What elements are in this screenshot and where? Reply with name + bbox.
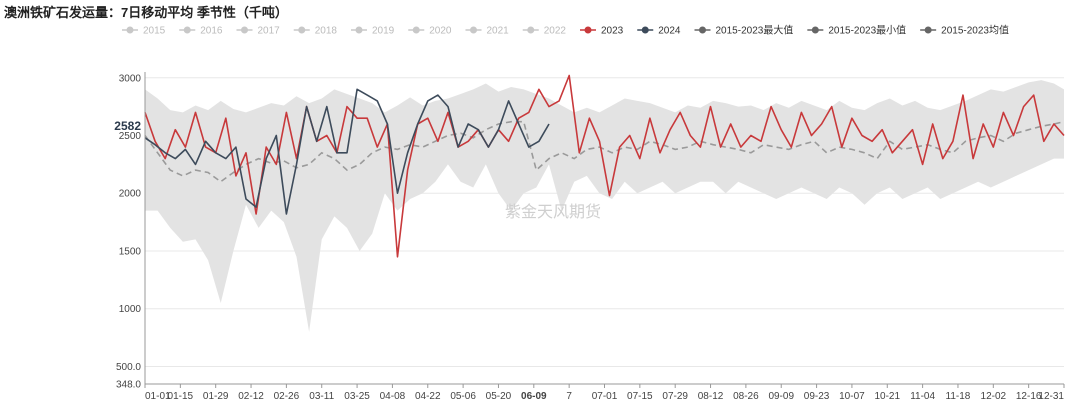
x-tick-label: 11-18 [946,391,971,402]
x-tick-label: 03-25 [344,391,370,402]
legend-swatch-dot [527,26,535,34]
x-tick-label: 04-22 [415,391,441,402]
x-tick-label: 08-26 [733,391,759,402]
x-tick-label: 05-20 [486,391,512,402]
y-tick-label: 500.0 [116,362,141,373]
watermark: 紫金天风期货 [505,203,601,221]
legend-swatch-dot [183,26,191,34]
value-label-text: 2582 [114,119,141,133]
x-tick-label: 01-15 [168,391,194,402]
y-tick-label: 3000 [119,73,142,84]
legend-label: 2016 [200,26,223,37]
legend: 2015 2016 2017 2018 2019 2020 2021 2022 2023 2024… [122,24,1009,37]
legend-swatch-dot [355,26,363,34]
legend-label: 2018 [315,26,338,37]
legend-swatch-dot [412,26,420,34]
legend-item: 2015 [122,26,166,37]
min-max-band [145,80,1064,332]
legend-swatch-dot [641,26,649,34]
series-line-2023 [144,74,1065,258]
x-tick-label: 02-26 [274,391,300,402]
legend-swatch-dot [298,26,306,34]
legend-item: 2024 [637,26,681,37]
legend-swatch-dot [584,26,592,34]
chart-title: 澳洲铁矿石发运量：7日移动平均 季节性（千吨） [4,5,288,20]
legend-label: 2015-2023最小值 [828,24,906,37]
current-value-label: 2582 [114,119,141,133]
legend-item: 2022 [522,26,567,37]
legend-item: 2018 [293,26,338,37]
legend-swatch-dot [699,26,706,34]
y-tick-label: 1000 [119,304,142,315]
legend-swatch-dot [924,26,932,34]
legend-item: 2015-2023最大值 [694,24,794,37]
legend-item: 2015-2023均值 [920,24,1009,37]
legend-item: 2023 [580,26,624,37]
x-tick-label: 03-11 [309,391,334,402]
legend-label: 2024 [658,26,681,37]
legend-label: 2015-2023最大值 [716,24,794,37]
x-tick-label: 02-12 [238,391,264,402]
y-axis: 348.0 500.0 1000 1500 2000 2500 3000 [116,72,146,391]
legend-label: 2020 [429,26,452,37]
x-tick-label: 12-16 [1016,391,1042,402]
x-tick-label: 07-29 [662,391,688,402]
legend-label: 2023 [601,26,624,37]
legend-label: 2015-2023均值 [941,24,1009,37]
x-tick-label: 7 [566,391,572,402]
legend-item: 2021 [465,26,510,37]
x-tick-label: 10-07 [839,391,865,402]
legend-swatch-dot [241,26,248,34]
y-tick-label: 1500 [119,246,142,257]
y-tick-label: 2500 [119,131,142,142]
legend-label: 2015 [143,26,166,37]
x-tick-label: 06-09 [521,391,547,402]
legend-label: 2019 [372,26,395,37]
x-tick-label: 01-01 [145,391,171,402]
x-tick-label: 05-06 [450,391,476,402]
y-tick-label: 2000 [119,189,142,200]
legend-swatch-dot [470,26,477,34]
series-line-2024 [144,88,550,215]
legend-label: 2022 [544,26,567,37]
y-tick-label: 348.0 [116,380,141,391]
x-tick-label: 04-08 [380,391,406,402]
legend-item: 2020 [408,26,452,37]
x-tick-label: 07-15 [627,391,653,402]
legend-item: 2015-2023最小值 [807,24,906,37]
x-tick-label: 12-02 [981,391,1007,402]
x-tick-label: 07-01 [592,391,618,402]
legend-label: 2017 [258,26,281,37]
band-area [145,80,1064,332]
legend-item: 2016 [179,26,223,37]
legend-swatch-dot [126,26,134,34]
legend-label: 2021 [487,26,510,37]
x-tick-label: 08-12 [698,391,724,402]
x-tick-label: 11-04 [910,391,935,402]
legend-swatch-dot [811,26,819,34]
x-tick-label: 10-21 [874,391,900,402]
x-tick-label: 09-09 [768,391,794,402]
series-lines [144,74,1065,258]
x-tick-label: 01-29 [203,391,229,402]
legend-item: 2019 [351,26,395,37]
x-tick-label: 12-31 [1038,391,1064,402]
x-tick-label: 09-23 [804,391,830,402]
legend-item: 2017 [236,26,281,37]
